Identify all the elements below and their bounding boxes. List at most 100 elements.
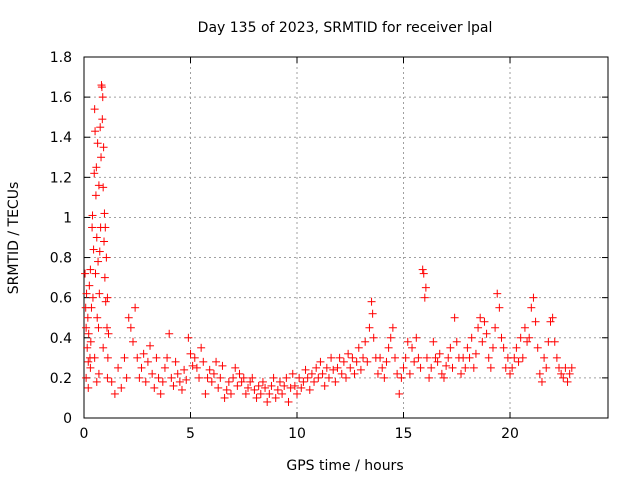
- data-point: [299, 377, 308, 386]
- data-point: [100, 273, 109, 282]
- data-point: [390, 353, 399, 362]
- data-point: [258, 377, 267, 386]
- data-point: [448, 363, 457, 372]
- data-point: [567, 363, 576, 372]
- data-point: [146, 341, 155, 350]
- data-point: [537, 377, 546, 386]
- data-point: [540, 353, 549, 362]
- data-point: [331, 377, 340, 386]
- data-point: [261, 383, 270, 392]
- data-point: [478, 337, 487, 346]
- data-point: [314, 373, 323, 382]
- data-point: [250, 385, 259, 394]
- data-point: [199, 357, 208, 366]
- data-point: [427, 363, 436, 372]
- data-point: [282, 373, 291, 382]
- data-point: [446, 343, 455, 352]
- data-point: [303, 373, 312, 382]
- data-point: [100, 209, 109, 218]
- data-point: [384, 343, 393, 352]
- data-point: [542, 363, 551, 372]
- data-point: [333, 363, 342, 372]
- data-point: [318, 369, 327, 378]
- data-point: [359, 353, 368, 362]
- data-point: [100, 237, 109, 246]
- data-point: [322, 363, 331, 372]
- data-point: [269, 373, 278, 382]
- data-point: [337, 369, 346, 378]
- data-point: [128, 337, 137, 346]
- data-point: [137, 363, 146, 372]
- data-point: [263, 397, 272, 406]
- data-point: [87, 303, 96, 312]
- data-point: [239, 373, 248, 382]
- data-point: [512, 343, 521, 352]
- data-point: [81, 269, 90, 278]
- y-tick-label: 0: [63, 411, 72, 427]
- data-point: [403, 337, 412, 346]
- x-axis-label: GPS time / hours: [286, 458, 403, 474]
- data-point: [103, 373, 112, 382]
- data-point: [95, 289, 104, 298]
- data-point: [368, 309, 377, 318]
- data-point: [188, 361, 197, 370]
- data-point: [365, 323, 374, 332]
- data-point: [82, 289, 91, 298]
- data-point: [335, 353, 344, 362]
- data-point: [91, 127, 100, 136]
- data-point: [563, 377, 572, 386]
- data-point: [173, 369, 182, 378]
- data-point: [442, 361, 451, 370]
- data-point: [548, 313, 557, 322]
- data-point: [467, 333, 476, 342]
- data-point: [143, 357, 152, 366]
- data-point: [120, 353, 129, 362]
- data-point: [241, 389, 250, 398]
- data-point: [550, 337, 559, 346]
- data-point: [535, 369, 544, 378]
- data-point: [117, 383, 126, 392]
- data-point: [197, 343, 206, 352]
- data-point: [310, 377, 319, 386]
- data-point: [344, 349, 353, 358]
- data-point: [192, 363, 201, 372]
- data-point: [293, 389, 302, 398]
- data-point: [99, 143, 108, 152]
- plot-frame: [83, 56, 609, 419]
- data-point: [419, 269, 428, 278]
- data-point: [92, 377, 101, 386]
- data-point: [160, 363, 169, 372]
- data-point: [393, 369, 402, 378]
- data-point: [124, 313, 133, 322]
- data-points: [81, 81, 576, 406]
- data-point: [90, 169, 99, 178]
- data-point: [471, 349, 480, 358]
- data-point: [518, 353, 527, 362]
- data-point: [101, 297, 110, 306]
- data-point: [297, 383, 306, 392]
- data-point: [90, 105, 99, 114]
- y-axis-label: SRMTID / TECUs: [6, 182, 22, 295]
- data-point: [93, 313, 102, 322]
- data-point: [346, 363, 355, 372]
- data-point: [156, 389, 165, 398]
- data-point: [482, 329, 491, 338]
- data-point: [94, 323, 103, 332]
- data-point: [131, 303, 140, 312]
- data-point: [244, 383, 253, 392]
- data-point: [235, 369, 244, 378]
- data-point: [376, 353, 385, 362]
- data-point: [495, 303, 504, 312]
- data-point: [425, 373, 434, 382]
- data-point: [397, 373, 406, 382]
- data-point: [220, 393, 229, 402]
- data-point: [190, 353, 199, 362]
- data-point: [420, 293, 429, 302]
- data-point: [82, 373, 91, 382]
- data-point: [388, 323, 397, 332]
- data-point: [461, 363, 470, 372]
- data-point: [373, 369, 382, 378]
- data-point: [88, 223, 97, 232]
- data-point: [82, 323, 91, 332]
